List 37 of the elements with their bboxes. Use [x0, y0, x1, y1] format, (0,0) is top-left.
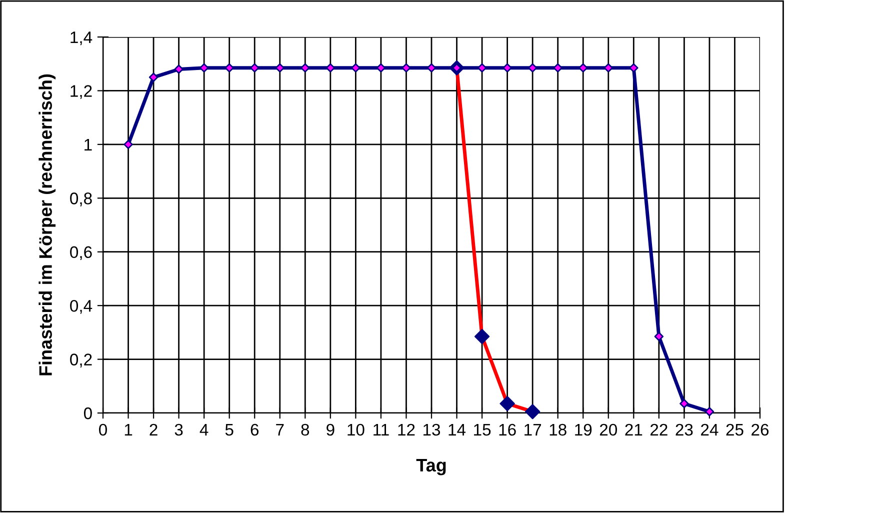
y-tick-label: 1 — [84, 139, 92, 150]
x-tick-label: 15 — [474, 424, 491, 436]
x-tick-label: 16 — [499, 424, 516, 436]
x-tick-label: 12 — [398, 424, 415, 436]
x-tick-label: 24 — [701, 424, 718, 436]
x-tick-label: 26 — [752, 424, 769, 436]
x-tick-label: 3 — [174, 424, 183, 436]
x-tick-label: 18 — [550, 424, 566, 436]
x-tick-label: 9 — [326, 424, 334, 436]
x-tick-label: 22 — [650, 424, 668, 436]
x-tick-label: 0 — [99, 424, 107, 436]
x-tick-label: 6 — [250, 424, 259, 436]
x-tick-label: 1 — [124, 424, 132, 436]
x-tick-label: 4 — [200, 424, 208, 436]
x-axis-title: Tag — [416, 458, 446, 476]
y-tick-label: 0,4 — [70, 300, 92, 314]
y-tick-label: 1,2 — [70, 85, 92, 99]
x-tick-label: 20 — [600, 424, 618, 436]
x-tick-label: 5 — [225, 424, 234, 436]
y-tick-label: 0,6 — [70, 246, 92, 260]
x-tick-label: 2 — [150, 424, 158, 436]
x-tick-label: 19 — [575, 424, 592, 436]
x-tick-label: 14 — [448, 424, 466, 436]
y-axis-title: Finasterid im Körper (rechnerrisch) — [38, 74, 56, 376]
x-tick-label: 11 — [374, 424, 389, 436]
y-tick-label: 1,4 — [70, 32, 92, 46]
x-tick-label: 8 — [301, 424, 310, 436]
x-tick-label: 7 — [276, 424, 284, 436]
x-tick-label: 25 — [726, 424, 744, 436]
x-tick-label: 13 — [424, 424, 440, 436]
y-tick-label: 0,8 — [70, 192, 92, 206]
x-tick-label: 10 — [348, 424, 364, 436]
y-tick-label: 0,2 — [70, 354, 92, 368]
x-tick-label: 21 — [625, 424, 642, 436]
y-tick-label: 0 — [84, 407, 92, 420]
x-tick-label: 17 — [524, 424, 542, 436]
x-tick-label: 23 — [676, 424, 693, 436]
